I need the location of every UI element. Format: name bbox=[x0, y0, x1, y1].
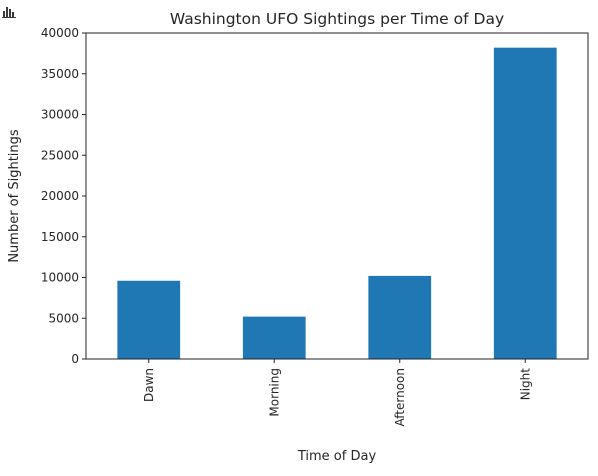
y-tick-label: 5000 bbox=[48, 311, 79, 325]
y-tick-label: 15000 bbox=[41, 230, 79, 244]
bar-night bbox=[494, 48, 557, 359]
x-tick-label: Dawn bbox=[142, 368, 156, 402]
bars bbox=[117, 48, 556, 359]
y-tick-label: 10000 bbox=[41, 271, 79, 285]
y-tick-label: 20000 bbox=[41, 189, 79, 203]
bar-dawn bbox=[117, 281, 180, 359]
x-tick-label: Night bbox=[518, 368, 532, 401]
bar-afternoon bbox=[368, 276, 431, 359]
y-tick-label: 35000 bbox=[41, 67, 79, 81]
x-axis-ticks: Dawn Morning Afternoon Night bbox=[142, 359, 533, 427]
y-tick-label: 30000 bbox=[41, 108, 79, 122]
x-axis-label: Time of Day bbox=[297, 449, 377, 464]
y-tick-label: 25000 bbox=[41, 148, 79, 162]
y-axis-label: Number of Sightings bbox=[7, 129, 22, 263]
x-tick-label: Afternoon bbox=[393, 368, 407, 427]
bar-morning bbox=[243, 317, 306, 359]
y-axis-ticks: 0 5000 10000 15000 20000 25000 30000 35000 40000 bbox=[41, 26, 86, 366]
y-tick-label: 40000 bbox=[41, 26, 79, 40]
y-tick-label: 0 bbox=[71, 352, 79, 366]
chart-title: Washington UFO Sightings per Time of Day bbox=[170, 10, 504, 28]
x-tick-label: Morning bbox=[267, 368, 281, 417]
